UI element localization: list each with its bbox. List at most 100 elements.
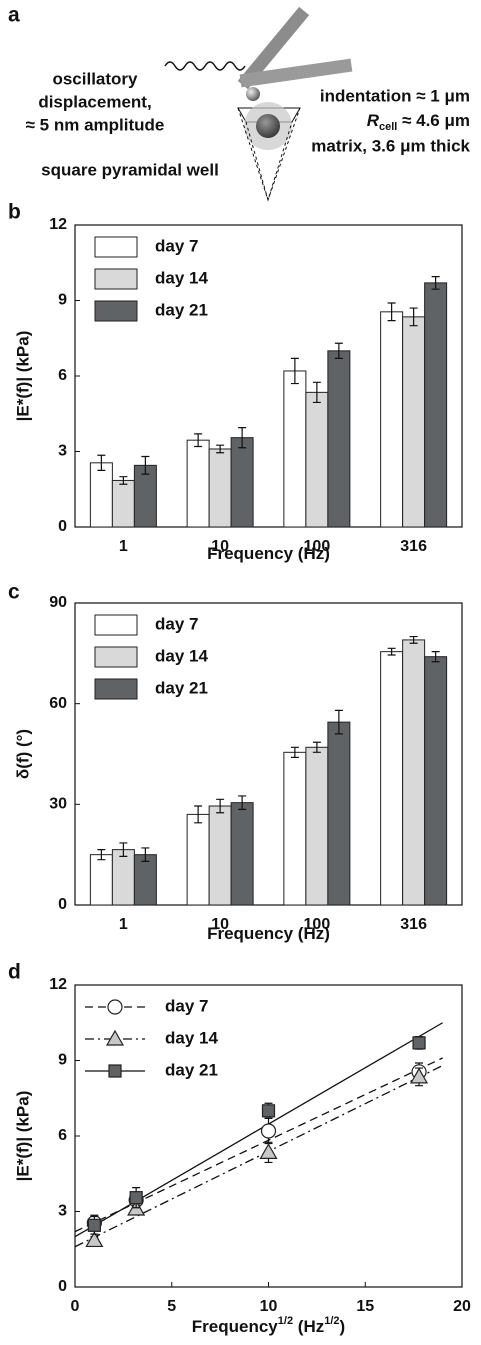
marker: [259, 1143, 278, 1159]
x-tick-label: 10: [211, 538, 229, 555]
error-bar: [290, 746, 299, 758]
x-label-part: Frequency: [192, 1317, 279, 1336]
x-tick-label: 1: [119, 538, 128, 555]
y-tick-label: 60: [49, 695, 67, 712]
error-bar: [312, 381, 321, 404]
marker: [105, 1029, 125, 1046]
x-label-part: (Hz: [293, 1317, 324, 1336]
x-tick-label: 1: [119, 916, 128, 933]
marker: [261, 1104, 276, 1118]
diagram-text: oscillatory: [52, 69, 138, 88]
marker: [129, 1191, 143, 1205]
x-tick-label: 100: [304, 538, 331, 555]
legend-swatch: [94, 236, 138, 258]
error-bar: [334, 709, 343, 735]
x-label-part: ): [340, 1317, 346, 1336]
bar: [327, 721, 351, 906]
r-symbol: R: [367, 111, 380, 130]
cantilever-arm: [239, 58, 353, 88]
error-bar: [194, 433, 203, 448]
y-tick-label: 6: [58, 367, 67, 384]
x-label-part: Frequency (Hz): [207, 924, 330, 943]
marker: [85, 1231, 104, 1248]
legend-label: day 14: [165, 1028, 218, 1047]
bar: [380, 311, 404, 528]
x-axis-label: Frequency (Hz): [207, 924, 330, 943]
fit-line: [74, 1064, 443, 1248]
y-tick-label: 6: [58, 1127, 67, 1144]
y-tick-label: 9: [58, 292, 67, 309]
error-bar: [387, 647, 396, 656]
y-axis-label: |E*(f)| (kPa): [13, 331, 32, 422]
legend-label: day 14: [155, 646, 208, 665]
x-tick-label: 10: [260, 1298, 278, 1315]
bar: [230, 802, 254, 906]
diagram-text: ≈ 5 nm amplitude: [26, 115, 165, 134]
legend-swatch: [94, 646, 138, 668]
x-tick-label: 316: [400, 916, 427, 933]
error-bar: [387, 302, 396, 322]
panel-label: c: [8, 581, 20, 604]
panel-a: a oscillatory displacement, ≈ 5 nm ampli…: [8, 4, 471, 202]
error-bar: [334, 342, 343, 359]
legend-swatch: [94, 300, 138, 322]
panel-label: a: [8, 4, 20, 27]
r-value: ≈ 4.6 μm: [397, 111, 470, 130]
legend-label: day 7: [155, 614, 198, 633]
bar: [89, 854, 113, 906]
x-tick-label: 0: [71, 1298, 80, 1315]
x-axis-label: Frequency1/2 (Hz1/2): [192, 1315, 345, 1337]
plot-frame: [74, 602, 463, 906]
error-bar: [141, 455, 150, 475]
bar: [380, 651, 404, 906]
y-axis-label: δ(f) (°): [13, 729, 32, 779]
error-bar: [409, 635, 418, 644]
wave: [164, 61, 246, 71]
error-bar: [119, 842, 128, 857]
y-tick-label: 0: [58, 1278, 67, 1295]
error-bar: [431, 651, 440, 663]
error-bar: [431, 275, 440, 290]
r-subscript: cell: [379, 121, 397, 133]
x-axis-label: Frequency (Hz): [207, 544, 330, 563]
bar: [186, 439, 210, 528]
y-axis-label: |E*(f)| (kPa): [13, 1091, 32, 1182]
x-tick-label: 316: [400, 538, 427, 555]
marker: [410, 1067, 429, 1084]
x-tick-label: 100: [304, 916, 331, 933]
y-tick-label: 0: [58, 518, 67, 535]
y-tick-label: 90: [49, 594, 67, 611]
bar: [111, 479, 135, 528]
bar: [424, 282, 448, 528]
y-tick-label: 9: [58, 1052, 67, 1069]
x-tick-label: 5: [167, 1298, 176, 1315]
legend-label: day 7: [155, 236, 198, 255]
diagram-text: matrix, 3.6 μm thick: [311, 136, 470, 155]
marker: [108, 1064, 122, 1078]
cell: [256, 114, 280, 138]
error-bar: [97, 454, 106, 471]
bar: [402, 639, 426, 906]
marker: [107, 999, 123, 1015]
bar: [327, 350, 351, 528]
error-bar: [409, 307, 418, 327]
bar: [424, 656, 448, 906]
error-bar: [194, 805, 203, 824]
fit-line: [74, 1057, 443, 1233]
bar: [402, 316, 426, 528]
error-bar: [97, 849, 106, 861]
marker: [412, 1036, 426, 1050]
bar: [230, 437, 254, 528]
y-tick-label: 0: [58, 896, 67, 913]
bar: [305, 391, 329, 528]
y-tick-label: 30: [49, 796, 67, 813]
error-bar: [238, 795, 247, 810]
legend-label: day 7: [165, 996, 208, 1015]
marker: [87, 1218, 101, 1232]
panel-label: d: [8, 961, 21, 984]
diagram-text: Rcell ≈ 4.6 μm: [367, 111, 470, 132]
bar: [305, 746, 329, 906]
diagram-text: displacement,: [38, 92, 151, 111]
legend-swatch: [94, 268, 138, 290]
